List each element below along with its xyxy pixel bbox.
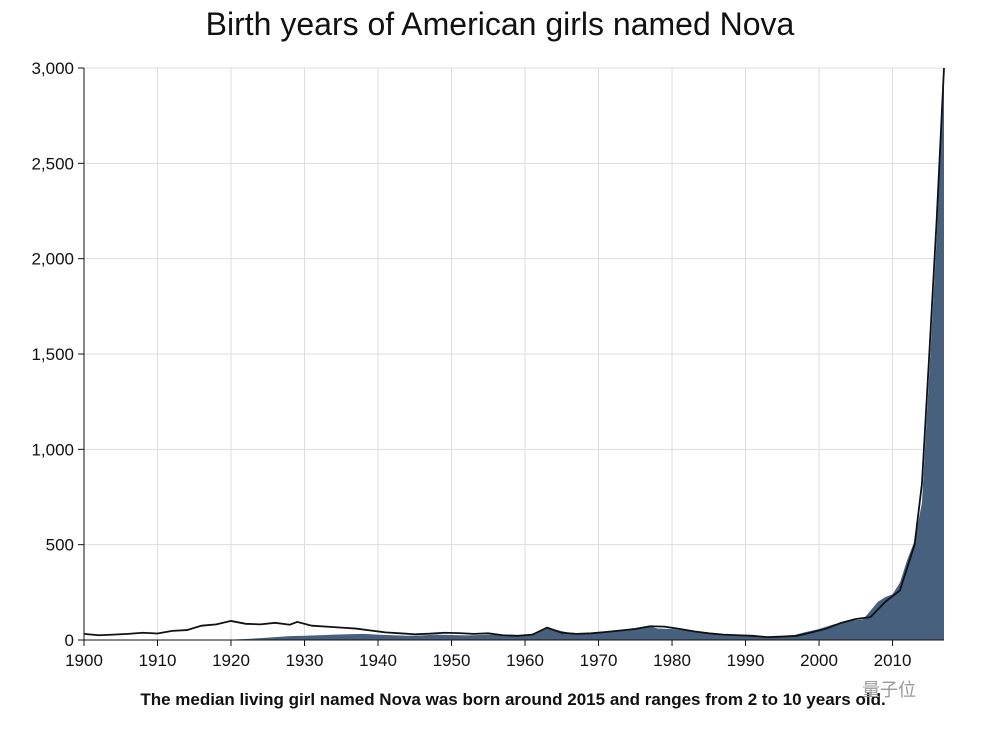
y-tick-label: 0 bbox=[65, 631, 74, 650]
chart-ticks: 1900 1910 1920 1930 1940 1950 1960 1970 1980 1990… bbox=[31, 59, 911, 670]
x-tick-label: 2000 bbox=[800, 651, 838, 670]
x-tick-label: 1960 bbox=[506, 651, 544, 670]
chart-caption: The median living girl named Nova was bo… bbox=[140, 690, 886, 709]
y-tick-label: 1,500 bbox=[31, 345, 74, 364]
chart-grid bbox=[84, 67, 944, 640]
births-line bbox=[83, 67, 945, 639]
watermark: 量子位 bbox=[862, 680, 916, 700]
y-tick-label: 1,000 bbox=[31, 440, 74, 459]
x-tick-label: 1950 bbox=[433, 651, 471, 670]
x-tick-label: 1970 bbox=[580, 651, 618, 670]
x-tick-label: 1940 bbox=[359, 651, 397, 670]
x-tick-label: 1980 bbox=[653, 651, 691, 670]
y-tick-label: 2,000 bbox=[31, 250, 74, 269]
x-tick-label: 1920 bbox=[212, 651, 250, 670]
y-tick-label: 3,000 bbox=[31, 59, 74, 78]
x-tick-label: 1910 bbox=[139, 651, 177, 670]
y-tick-label: 500 bbox=[46, 536, 74, 555]
x-tick-label: 1930 bbox=[286, 651, 324, 670]
x-tick-label: 2010 bbox=[874, 651, 912, 670]
y-tick-label: 2,500 bbox=[31, 154, 74, 173]
chart-title: Birth years of American girls named Nova bbox=[205, 6, 795, 42]
x-tick-label: 1990 bbox=[727, 651, 765, 670]
x-tick-label: 1900 bbox=[65, 651, 103, 670]
